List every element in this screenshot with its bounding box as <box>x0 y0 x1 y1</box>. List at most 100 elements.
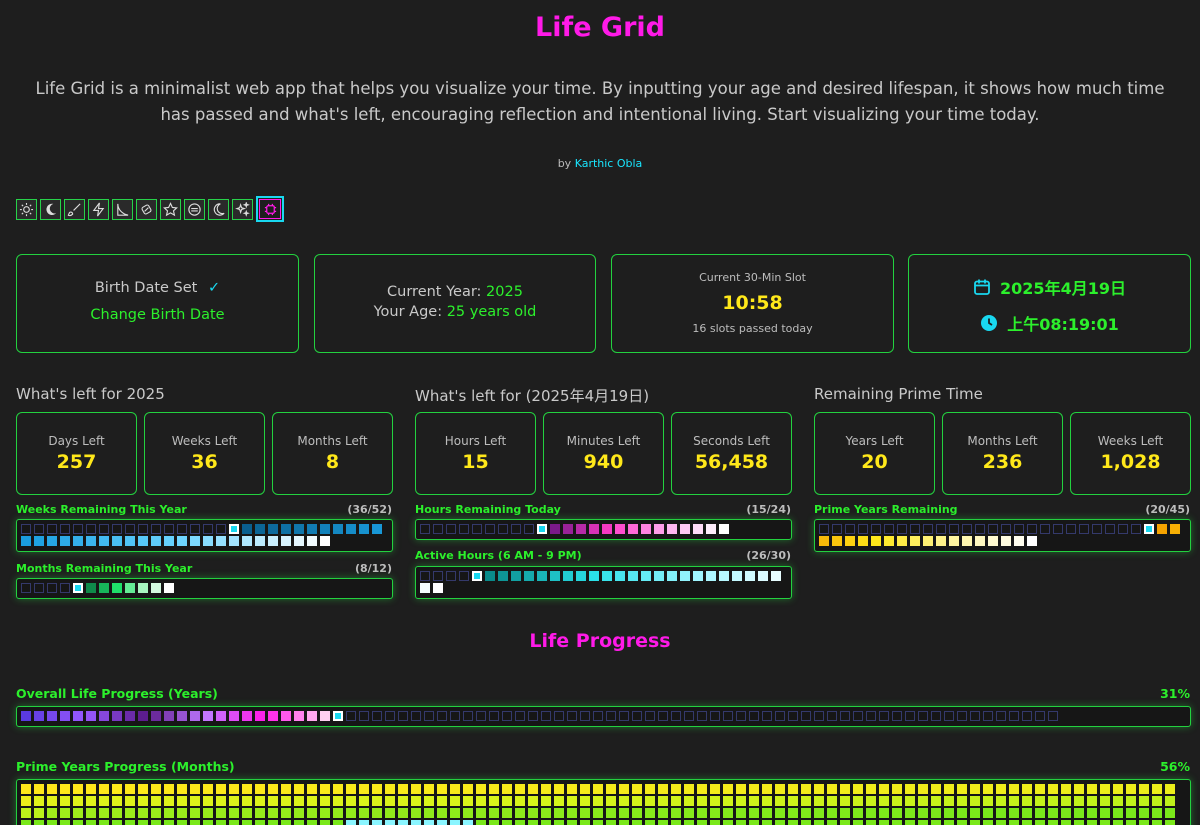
grid-cell <box>788 796 798 806</box>
grid-cell <box>996 784 1006 794</box>
hours-left-card: Hours Left 15 <box>415 412 536 495</box>
current-date: 2025年4月19日 <box>1000 279 1126 298</box>
grid-cell <box>164 808 174 818</box>
theme-slope-button[interactable] <box>112 199 133 220</box>
grid-cell <box>294 711 304 721</box>
grid-cell <box>112 711 122 721</box>
grid-cell <box>524 524 534 534</box>
grid-cell <box>446 524 456 534</box>
grid-cell <box>433 571 443 581</box>
grid-cell <box>1113 796 1123 806</box>
grid-cell <box>853 784 863 794</box>
grid-cell <box>923 536 933 546</box>
grid-cell <box>268 808 278 818</box>
grid-cell <box>1113 808 1123 818</box>
grid-cell <box>268 784 278 794</box>
grid-cell <box>680 571 690 581</box>
grid-cell <box>771 571 781 581</box>
theme-brush-button[interactable] <box>64 199 85 220</box>
grid-cell <box>658 820 668 825</box>
grid-cell <box>138 820 148 825</box>
grid-cell <box>996 796 1006 806</box>
stat-value: 940 <box>583 451 624 473</box>
grid-cell <box>1126 796 1136 806</box>
grid-cell <box>996 820 1006 825</box>
grid-cell <box>1092 524 1102 534</box>
grid-cell <box>34 536 44 546</box>
grid-cell <box>905 784 915 794</box>
grid-cell <box>320 524 330 534</box>
grid-cell <box>957 784 967 794</box>
grid-cell <box>567 784 577 794</box>
grid-cell <box>970 808 980 818</box>
clock-card: 2025年4月19日 上午08:19:01 <box>908 254 1191 353</box>
theme-chip-button[interactable] <box>256 196 284 222</box>
grid-cell <box>346 711 356 721</box>
grid-cell <box>1048 711 1058 721</box>
prime-years-left-card: Years Left 20 <box>814 412 935 495</box>
prime-months-label: Prime Years Progress (Months) <box>16 759 235 774</box>
stat-value: 257 <box>56 451 97 473</box>
grid-cell <box>463 784 473 794</box>
grid-cell <box>47 583 57 593</box>
grid-cell <box>424 796 434 806</box>
grid-cell <box>710 796 720 806</box>
theme-sun-button[interactable] <box>16 199 37 220</box>
grid-cell <box>949 524 959 534</box>
grid-cell <box>541 808 551 818</box>
grid-cell <box>576 571 586 581</box>
grid-cell <box>34 524 44 534</box>
grid-cell <box>580 808 590 818</box>
grid-cell <box>931 711 941 721</box>
grid-cell <box>736 784 746 794</box>
change-birth-date-button[interactable]: Change Birth Date <box>90 307 225 323</box>
grid-cell <box>970 796 980 806</box>
grid-cell <box>216 524 226 534</box>
grid-cell <box>619 784 629 794</box>
grid-cell <box>1014 536 1024 546</box>
grid-cell <box>1165 784 1175 794</box>
grid-cell <box>177 711 187 721</box>
age-label: Your Age: <box>373 304 443 320</box>
theme-circle-button[interactable] <box>184 199 205 220</box>
theme-star-button[interactable] <box>160 199 181 220</box>
grid-cell <box>723 796 733 806</box>
grid-cell <box>99 711 109 721</box>
theme-lightning-button[interactable] <box>88 199 109 220</box>
grid-cell <box>853 820 863 825</box>
grid-cell <box>905 796 915 806</box>
grid-cell <box>294 784 304 794</box>
grid-cell <box>203 536 213 546</box>
grid-cell <box>411 796 421 806</box>
grid-cell <box>164 820 174 825</box>
grid-cell <box>203 808 213 818</box>
grid-cell <box>602 524 612 534</box>
grid-cell <box>619 808 629 818</box>
grid-cell <box>1118 524 1128 534</box>
grid-cell <box>918 711 928 721</box>
author-link[interactable]: Karthic Obla <box>574 157 643 170</box>
time-slot-card: Current 30-Min Slot 10:58 16 slots passe… <box>611 254 894 353</box>
birth-date-card: Birth Date Set ✓ Change Birth Date <box>16 254 299 353</box>
grid-cell <box>667 524 677 534</box>
grid-cell <box>498 524 508 534</box>
theme-sparkles-button[interactable] <box>232 199 253 220</box>
grid-cell <box>450 820 460 825</box>
grid-cell <box>667 571 677 581</box>
grid-cell <box>138 536 148 546</box>
months-bar-label: Months Remaining This Year <box>16 562 193 575</box>
theme-moon-button[interactable] <box>40 199 61 220</box>
grid-cell <box>86 536 96 546</box>
grid-cell <box>697 820 707 825</box>
theme-candy-button[interactable] <box>136 199 157 220</box>
grid-cell <box>550 524 560 534</box>
grid-cell <box>138 808 148 818</box>
grid-cell <box>1061 784 1071 794</box>
grid-cell <box>1131 524 1141 534</box>
grid-cell <box>550 571 560 581</box>
grid-cell <box>242 524 252 534</box>
grid-cell <box>1100 796 1110 806</box>
grid-cell <box>719 524 729 534</box>
grid-cell <box>944 784 954 794</box>
theme-crescent-button[interactable] <box>208 199 229 220</box>
